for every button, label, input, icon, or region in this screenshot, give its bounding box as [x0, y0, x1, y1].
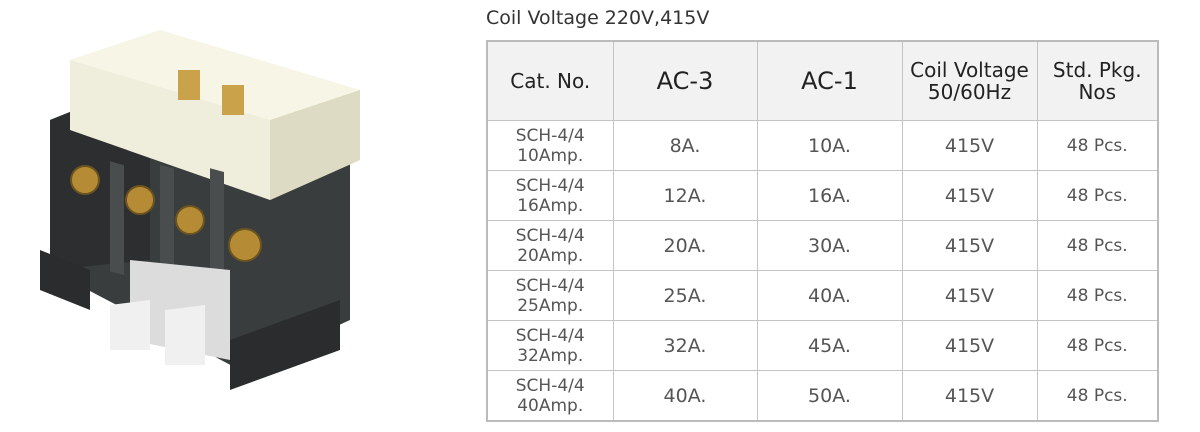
table-row: SCH-4/4 40Amp. 40A. 50A. 415V 48 Pcs. [486, 370, 1159, 422]
spec-table: Cat. No. AC-3 AC-1 Coil Voltage 50/60Hz Std.… [486, 40, 1159, 422]
column-header: Coil Voltage 50/60Hz [901, 40, 1038, 121]
table-cell: 415V [901, 170, 1038, 221]
table-cell: SCH-4/4 40Amp. [486, 370, 614, 422]
table-cell: 415V [901, 370, 1038, 422]
table-cell: 20A. [612, 220, 758, 271]
table-cell: 12A. [612, 170, 758, 221]
table-cell: 48 Pcs. [1036, 120, 1159, 171]
table-cell: 415V [901, 320, 1038, 371]
table-cell: 16A. [756, 170, 903, 221]
table-row: SCH-4/4 25Amp. 25A. 40A. 415V 48 Pcs. [486, 270, 1159, 321]
table-cell: SCH-4/4 32Amp. [486, 320, 614, 371]
product-image [40, 30, 360, 390]
title: Coil Voltage 220V,415V [486, 7, 710, 29]
table-row: SCH-4/4 20Amp. 20A. 30A. 415V 48 Pcs. [486, 220, 1159, 271]
table-cell: 40A. [612, 370, 758, 422]
table-cell: 50A. [756, 370, 903, 422]
table-body: SCH-4/4 10Amp. 8A. 10A. 415V 48 Pcs. SCH-4/4 … [486, 120, 1159, 422]
table-cell: 48 Pcs. [1036, 320, 1159, 371]
table-cell: 415V [901, 120, 1038, 171]
table-cell: SCH-4/4 25Amp. [486, 270, 614, 321]
table-cell: SCH-4/4 20Amp. [486, 220, 614, 271]
table-cell: 30A. [756, 220, 903, 271]
table-row: SCH-4/4 32Amp. 32A. 45A. 415V 48 Pcs. [486, 320, 1159, 371]
header-row: Cat. No. AC-3 AC-1 Coil Voltage 50/60Hz Std.… [486, 40, 1159, 121]
table-cell: 48 Pcs. [1036, 270, 1159, 321]
column-header: Std. Pkg. Nos [1036, 40, 1159, 121]
column-header: AC-1 [756, 40, 903, 121]
table-cell: 48 Pcs. [1036, 220, 1159, 271]
table-row: SCH-4/4 16Amp. 12A. 16A. 415V 48 Pcs. [486, 170, 1159, 221]
table-cell: 32A. [612, 320, 758, 371]
table-cell: 45A. [756, 320, 903, 371]
table-cell: 48 Pcs. [1036, 170, 1159, 221]
column-header: AC-3 [612, 40, 758, 121]
table-cell: 25A. [612, 270, 758, 321]
table-cell: SCH-4/4 10Amp. [486, 120, 614, 171]
table-cell: 8A. [612, 120, 758, 171]
column-header: Cat. No. [486, 40, 614, 121]
table-cell: 10A. [756, 120, 903, 171]
table-cell: 415V [901, 220, 1038, 271]
table-cell: SCH-4/4 16Amp. [486, 170, 614, 221]
table-row: SCH-4/4 10Amp. 8A. 10A. 415V 48 Pcs. [486, 120, 1159, 171]
table-cell: 40A. [756, 270, 903, 321]
table-cell: 48 Pcs. [1036, 370, 1159, 422]
table-cell: 415V [901, 270, 1038, 321]
